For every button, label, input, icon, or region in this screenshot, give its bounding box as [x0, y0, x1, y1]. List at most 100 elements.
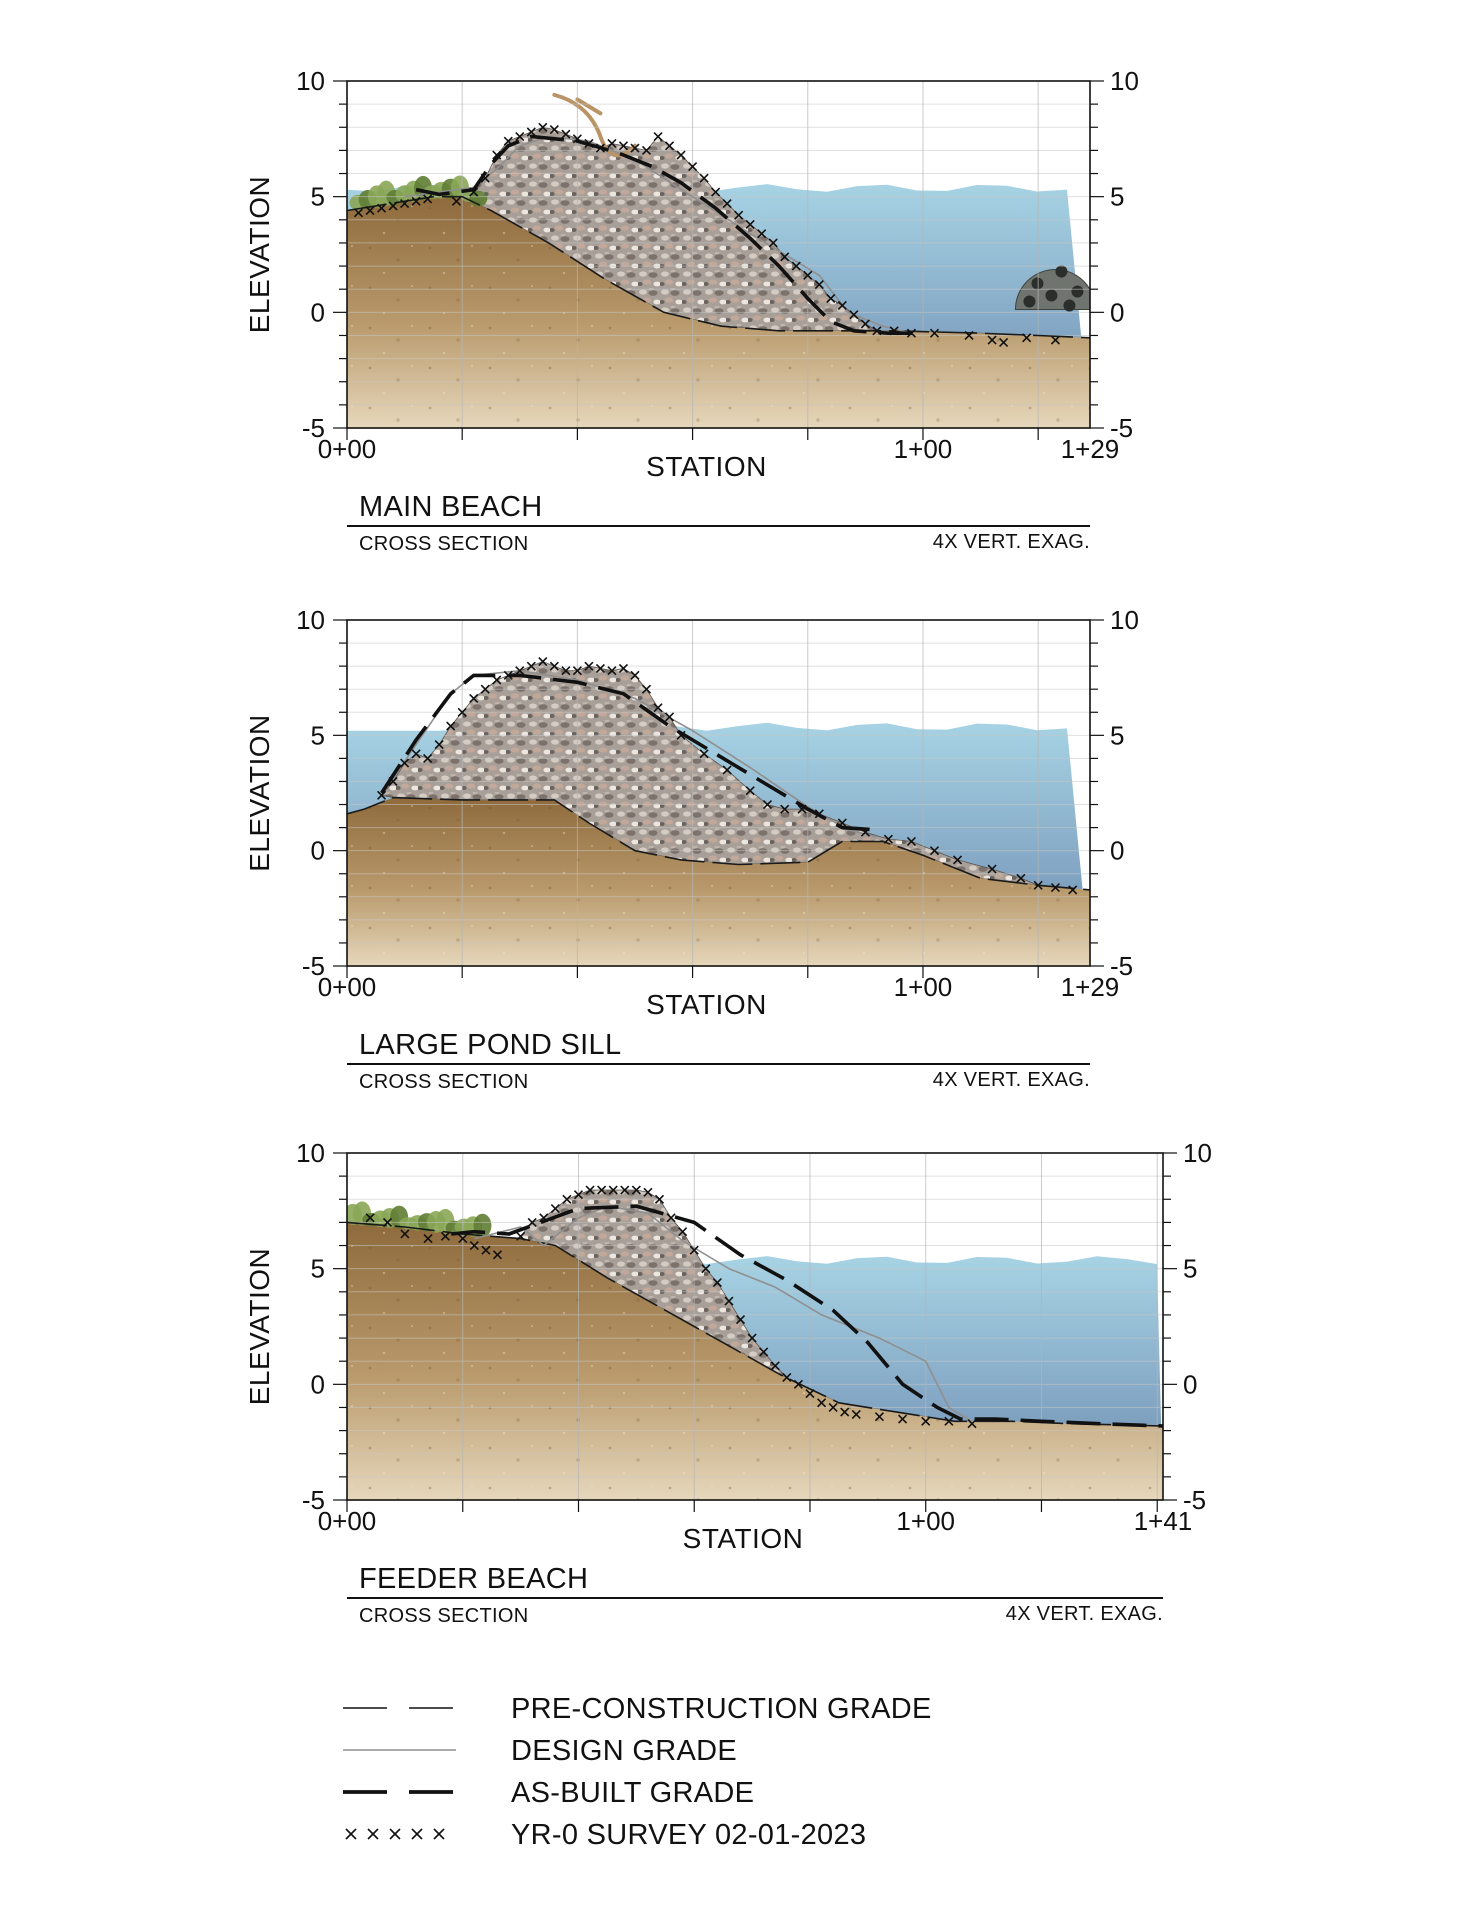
y-tick-label-right: 0 — [1110, 297, 1124, 327]
x-mark-icon — [382, 1217, 393, 1227]
x-tick-label: 1+00 — [894, 972, 953, 1002]
x-mark-icon — [562, 1194, 572, 1204]
x-mark-icon — [689, 1245, 699, 1255]
x-mark-icon — [631, 1185, 641, 1195]
x-mark-icon — [538, 656, 548, 667]
x-mark-icon — [446, 721, 456, 731]
pre-construction-grade-line — [347, 1221, 1163, 1427]
x-mark-icon — [793, 1379, 803, 1389]
x-mark-icon — [388, 776, 398, 787]
y-tick-label-right: 5 — [1183, 1254, 1197, 1284]
soil-texture — [347, 797, 1090, 966]
x-tick-label: 0+00 — [318, 434, 377, 464]
x-mark-icon — [851, 1409, 861, 1419]
y-axis-label: ELEVATION — [244, 714, 275, 872]
x-mark-icon — [803, 270, 813, 280]
as-built-grade-line — [380, 673, 878, 832]
x-mark-icon — [734, 210, 744, 220]
x-mark-icon — [768, 238, 778, 248]
x-mark-icon — [762, 799, 773, 810]
x-mark-icon — [699, 749, 709, 759]
x-mark-icon — [791, 261, 801, 271]
x-mark-icon — [872, 326, 882, 336]
y-tick-label-right: 5 — [1110, 182, 1124, 212]
panel-title: LARGE POND SILL — [359, 1029, 621, 1061]
x-mark-icon — [929, 846, 940, 856]
x-mark-icon — [874, 1412, 884, 1422]
y-tick-label-left: 0 — [311, 836, 325, 866]
x-tick-label: 0+00 — [318, 972, 377, 1002]
x-mark-icon — [782, 1372, 792, 1382]
legend-item-asbuilt: AS-BUILT GRADE — [343, 1777, 754, 1809]
x-mark-icon — [561, 129, 571, 139]
x-mark-icon — [722, 199, 732, 209]
x-mark-icon — [1033, 880, 1043, 890]
x-mark-icon — [987, 335, 997, 345]
vertical-exaggeration-note: 4X VERT. EXAG. — [1006, 1603, 1163, 1625]
x-mark-icon — [458, 1234, 468, 1244]
x-mark-icon — [711, 187, 721, 197]
x-mark-icon — [516, 1231, 526, 1241]
x-mark-icon — [643, 1187, 653, 1197]
x-mark-icon — [641, 145, 652, 155]
x-mark-icon — [688, 162, 698, 172]
x-mark-icon — [376, 203, 387, 213]
x-mark-icon — [538, 122, 548, 132]
y-tick-label-left: 5 — [311, 1254, 325, 1284]
x-mark-icon — [549, 661, 559, 671]
x-mark-icon — [585, 1185, 595, 1195]
x-mark-icon — [929, 328, 940, 338]
x-mark-icon — [701, 1264, 711, 1274]
x-mark-icon — [759, 1347, 769, 1357]
x-axis-label: STATION — [646, 451, 767, 482]
design-grade-line — [474, 1205, 973, 1422]
x-mark-icon — [828, 1402, 838, 1413]
x-mark-icon — [757, 229, 767, 239]
x-mark-icon — [816, 1398, 827, 1408]
y-tick-label-right: -5 — [1110, 951, 1133, 981]
x-mark-icon — [526, 127, 536, 137]
panel-large-pond-sill: 10 105 50 0-5 -50+00 1+00 1+29ELEVATIONSTATION… — [244, 605, 1139, 1093]
x-mark-icon — [747, 1333, 757, 1343]
x-mark-icon — [549, 125, 559, 135]
panel-subtitle: CROSS SECTION — [359, 533, 528, 555]
x-mark-icon — [411, 749, 421, 759]
x-tick-label: 1+29 — [1061, 434, 1120, 464]
y-tick-label-right: -5 — [1110, 413, 1133, 443]
survey-points — [353, 122, 1061, 347]
x-mark-icon — [400, 199, 410, 209]
y-tick-label-left: -5 — [302, 1485, 325, 1515]
x-mark-icon — [376, 790, 387, 800]
x-mark-icon — [607, 666, 617, 676]
y-tick-label-right: 10 — [1110, 66, 1139, 96]
x-mark-icon — [572, 666, 582, 676]
x-axis-label: STATION — [683, 1523, 804, 1554]
x-mark-icon — [889, 326, 899, 336]
y-axis-label: ELEVATION — [244, 1248, 275, 1406]
x-mark-icon — [840, 1407, 850, 1417]
x-tick-label: 1+29 — [1061, 972, 1120, 1002]
x-mark-icon — [550, 1203, 560, 1214]
x-mark-icon — [411, 196, 421, 206]
x-mark-icon — [664, 141, 675, 151]
x-mark-icon — [469, 1240, 479, 1251]
x-mark-icon — [492, 150, 502, 160]
x-tick-label: 1+00 — [894, 434, 953, 464]
y-tick-label-right: 0 — [1183, 1369, 1197, 1399]
legend-item-pre: PRE-CONSTRUCTION GRADE — [343, 1693, 932, 1725]
x-mark-icon — [724, 1296, 734, 1306]
x-mark-icon — [423, 753, 433, 763]
legend-label: PRE-CONSTRUCTION GRADE — [511, 1693, 932, 1725]
x-mark-icon — [597, 1185, 607, 1195]
x-mark-icon — [898, 1414, 908, 1424]
x-mark-icon — [1068, 885, 1078, 895]
legend-label: AS-BUILT GRADE — [511, 1777, 754, 1809]
x-tick-label: 1+00 — [896, 1506, 955, 1536]
x-mark-icon — [434, 739, 444, 750]
y-tick-label-left: 0 — [311, 1369, 325, 1399]
x-mark-icon — [423, 1234, 433, 1244]
vertical-exaggeration-note: 4X VERT. EXAG. — [933, 531, 1090, 553]
x-mark-icon — [388, 201, 398, 211]
panel-main-beach: 10 105 50 0-5 -50+00 1+00 1+29ELEVATIONSTATION… — [244, 66, 1139, 555]
panel-title: MAIN BEACH — [359, 491, 542, 523]
